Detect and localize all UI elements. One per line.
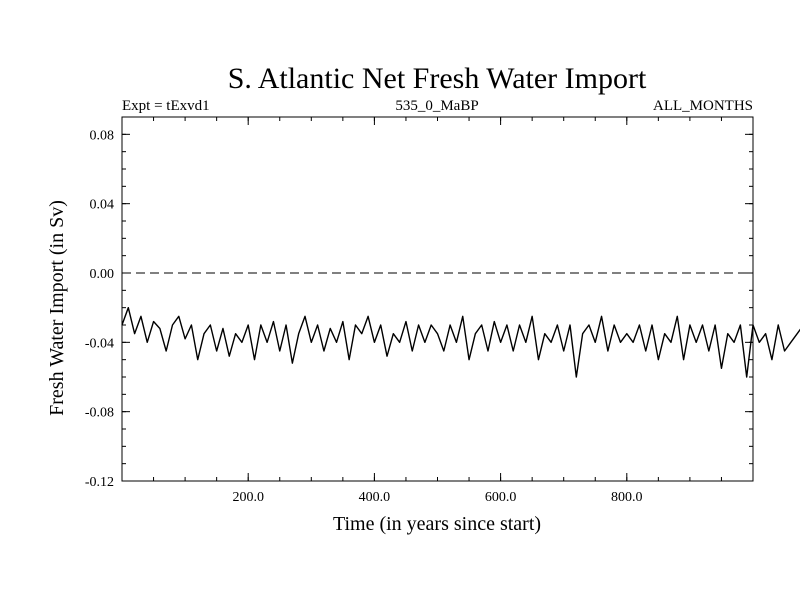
months-label: ALL_MONTHS	[653, 98, 753, 114]
x-axis-ticks: 200.0 400.0 600.0 800.0	[121, 117, 754, 505]
experiment-label: Expt = tExvd1	[122, 98, 210, 114]
x-axis-label: Time (in years since start)	[333, 513, 541, 535]
x-tick-label: 800.0	[611, 490, 643, 505]
x-tick-label: 600.0	[485, 490, 517, 505]
y-tick-label: -0.08	[85, 406, 114, 421]
y-tick-label: 0.08	[90, 128, 115, 143]
y-tick-label: -0.12	[85, 475, 114, 490]
series-line	[121, 306, 800, 378]
y-axis-ticks: 0.08 0.04 0.00 -0.04 -0.08 -0.12	[85, 128, 753, 490]
y-tick-label: 0.04	[90, 198, 115, 213]
y-tick-label: 0.00	[90, 267, 115, 282]
plot-frame	[121, 116, 754, 482]
x-tick-label: 400.0	[359, 490, 391, 505]
period-label: 535_0_MaBP	[395, 98, 478, 114]
chart-title: S. Atlantic Net Fresh Water Import	[228, 62, 647, 95]
y-tick-label: -0.04	[85, 336, 114, 351]
y-axis-label: Fresh Water Import (in Sv)	[46, 200, 68, 416]
x-tick-label: 200.0	[232, 490, 264, 505]
